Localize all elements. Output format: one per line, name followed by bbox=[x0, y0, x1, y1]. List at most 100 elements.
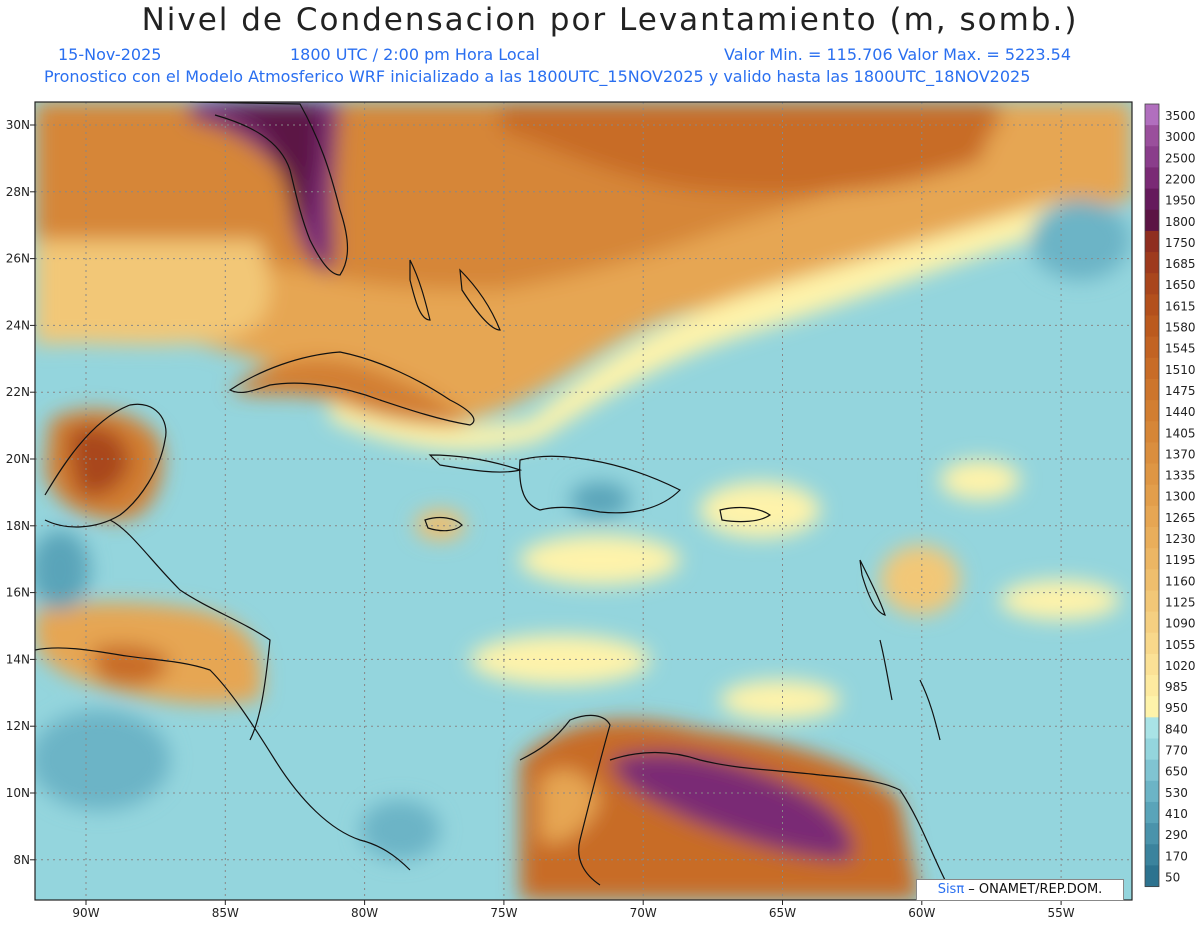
colorbar-swatch bbox=[1145, 844, 1159, 866]
credit-box: Sisπ – ONAMET/REP.DOM. bbox=[916, 879, 1124, 901]
latitude-labels: 30N 28N 26N 24N 22N 20N 18N 16N 14N 12N 10N 8N bbox=[6, 118, 35, 867]
colorbar-label: 1020 bbox=[1165, 659, 1196, 673]
colorbar-swatch bbox=[1145, 780, 1159, 803]
colorbar-swatch bbox=[1145, 632, 1159, 655]
colorbar-swatch bbox=[1145, 717, 1159, 739]
colorbar-label: 530 bbox=[1165, 786, 1188, 800]
lon-label: 85W bbox=[212, 906, 239, 920]
lat-label: 22N bbox=[6, 385, 30, 399]
colorbar-swatch bbox=[1145, 675, 1159, 697]
colorbar-swatch bbox=[1145, 357, 1159, 380]
colorbar-label: 1545 bbox=[1165, 342, 1196, 356]
colorbar-label: 170 bbox=[1165, 849, 1188, 863]
colorbar-swatch bbox=[1145, 823, 1159, 845]
colorbar-label: 770 bbox=[1165, 744, 1188, 758]
lat-label: 10N bbox=[6, 786, 30, 800]
colorbar-label: 1160 bbox=[1165, 574, 1196, 588]
colorbar-label: 290 bbox=[1165, 828, 1188, 842]
colorbar-swatch bbox=[1145, 653, 1159, 676]
colorbar-swatch bbox=[1145, 273, 1159, 295]
colorbar-label: 1370 bbox=[1165, 447, 1196, 461]
colorbar-label: 1650 bbox=[1165, 278, 1196, 292]
lon-label: 90W bbox=[72, 906, 99, 920]
colorbar-swatch bbox=[1145, 400, 1159, 422]
colorbar-label: 1195 bbox=[1165, 553, 1196, 567]
colorbar-swatch bbox=[1145, 104, 1159, 126]
lat-label: 28N bbox=[6, 185, 30, 199]
lat-label: 18N bbox=[6, 519, 30, 533]
plot-frame bbox=[34, 101, 1133, 901]
colorbar-label: 1405 bbox=[1165, 426, 1196, 440]
colorbar-swatch bbox=[1145, 865, 1159, 888]
colorbar-swatch bbox=[1145, 569, 1159, 591]
colorbar-label: 1125 bbox=[1165, 595, 1196, 609]
colorbar-swatch bbox=[1145, 738, 1159, 761]
colorbar-swatch bbox=[1145, 505, 1159, 528]
colorbar-label: 650 bbox=[1165, 765, 1188, 779]
lat-label: 26N bbox=[6, 252, 30, 266]
colorbar-swatch bbox=[1145, 548, 1159, 570]
colorbar-swatch bbox=[1145, 230, 1159, 253]
colorbar-label: 1300 bbox=[1165, 490, 1196, 504]
colorbar-label: 985 bbox=[1165, 680, 1188, 694]
lon-label: 75W bbox=[490, 906, 517, 920]
colorbar-label: 1055 bbox=[1165, 638, 1196, 652]
lat-label: 20N bbox=[6, 452, 30, 466]
colorbar-label: 2500 bbox=[1165, 151, 1196, 165]
colorbar-swatch bbox=[1145, 696, 1159, 718]
colorbar-label: 1685 bbox=[1165, 257, 1196, 271]
colorbar-label: 3000 bbox=[1165, 130, 1196, 144]
colorbar-swatch bbox=[1145, 463, 1159, 486]
colorbar-label: 1265 bbox=[1165, 511, 1196, 525]
colorbar-label: 1750 bbox=[1165, 236, 1196, 250]
colorbar-swatch bbox=[1145, 146, 1159, 168]
colorbar-swatch bbox=[1145, 252, 1159, 274]
field-layer bbox=[35, 102, 1132, 900]
lon-label: 70W bbox=[630, 906, 657, 920]
colorbar-label: 1800 bbox=[1165, 215, 1196, 229]
lat-label: 24N bbox=[6, 318, 30, 332]
colorbar-swatch bbox=[1145, 167, 1159, 190]
colorbar: 3500 3000 2500 2200 1950 1800 1750 1685 1650 1615… bbox=[1144, 103, 1196, 888]
colorbar-swatch bbox=[1145, 759, 1159, 782]
valid-date: 15-Nov-2025 bbox=[58, 45, 162, 64]
colorbar-swatch bbox=[1145, 188, 1159, 211]
colorbar-label: 3500 bbox=[1165, 109, 1196, 123]
lat-label: 16N bbox=[6, 586, 30, 600]
colorbar-label: 840 bbox=[1165, 722, 1188, 736]
colorbar-label: 1230 bbox=[1165, 532, 1196, 546]
credit-brand: Sisπ bbox=[937, 882, 965, 897]
colorbar-swatch bbox=[1145, 421, 1159, 443]
colorbar-swatch bbox=[1145, 484, 1159, 507]
lat-label: 30N bbox=[6, 118, 30, 132]
valid-time: 1800 UTC / 2:00 pm Hora Local bbox=[290, 45, 540, 64]
colorbar-label: 1615 bbox=[1165, 299, 1196, 313]
colorbar-swatch bbox=[1145, 442, 1159, 465]
min-max-values: Valor Min. = 115.706 Valor Max. = 5223.5… bbox=[724, 45, 1072, 64]
colorbar-swatch bbox=[1145, 125, 1159, 147]
colorbar-swatch bbox=[1145, 590, 1159, 613]
colorbar-label: 1335 bbox=[1165, 469, 1196, 483]
colorbar-swatch bbox=[1145, 801, 1159, 824]
colorbar-swatch bbox=[1145, 378, 1159, 401]
colorbar-swatch bbox=[1145, 527, 1159, 549]
colorbar-label: 1475 bbox=[1165, 384, 1196, 398]
lon-label: 60W bbox=[908, 906, 935, 920]
colorbar-label: 1950 bbox=[1165, 194, 1196, 208]
colorbar-label: 1580 bbox=[1165, 321, 1196, 335]
colorbar-label: 50 bbox=[1165, 870, 1180, 884]
colorbar-swatch bbox=[1145, 611, 1159, 634]
colorbar-label: 1090 bbox=[1165, 617, 1196, 631]
colorbar-label: 410 bbox=[1165, 807, 1188, 821]
colorbar-swatch bbox=[1145, 209, 1159, 232]
lat-label: 12N bbox=[6, 719, 30, 733]
colorbar-swatch bbox=[1145, 336, 1159, 359]
colorbar-swatch bbox=[1145, 315, 1159, 338]
forecast-description: Pronostico con el Modelo Atmosferico WRF… bbox=[44, 67, 1031, 86]
colorbar-swatch bbox=[1145, 294, 1159, 316]
grid-lines bbox=[35, 102, 1132, 900]
lon-label: 55W bbox=[1048, 906, 1075, 920]
lat-label: 14N bbox=[6, 652, 30, 666]
colorbar-label: 950 bbox=[1165, 701, 1188, 715]
